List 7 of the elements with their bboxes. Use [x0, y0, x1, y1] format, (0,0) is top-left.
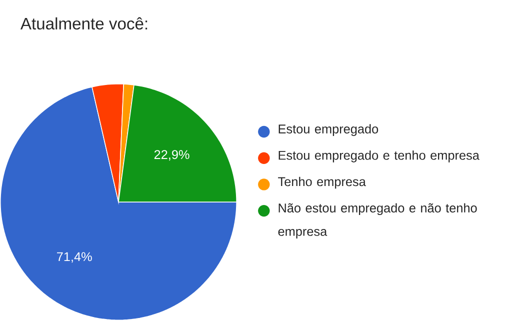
- data-label: 71,4%: [57, 252, 92, 263]
- legend-label: Estou empregado e tenho empresa: [278, 150, 480, 162]
- chart-title: Atualmente você:: [20, 17, 148, 30]
- legend-label: Não estou empregado e não tenho empresa: [278, 203, 477, 239]
- legend-label: Estou empregado: [278, 124, 378, 136]
- legend-label: Tenho empresa: [278, 176, 366, 189]
- data-label: 22,9%: [154, 150, 190, 161]
